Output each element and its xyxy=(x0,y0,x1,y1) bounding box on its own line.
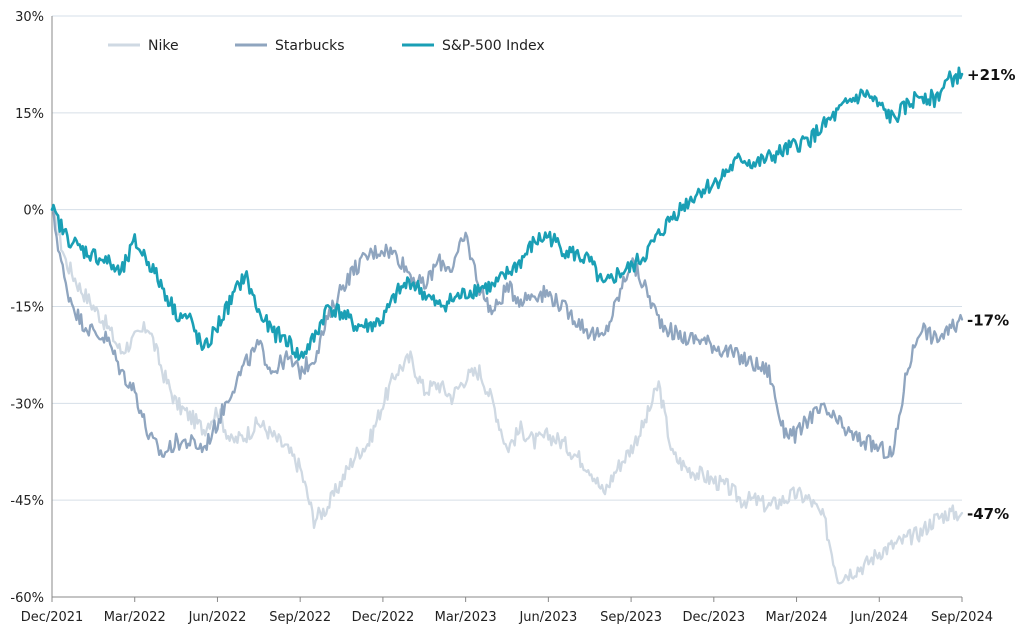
legend-label: S&P-500 Index xyxy=(442,38,545,54)
legend: Nike Starbucks S&P-500 Index xyxy=(108,38,545,54)
grid-lines xyxy=(52,15,962,598)
series-line-s-p-500-index xyxy=(50,66,964,361)
x-tick-label: Dec/2023 xyxy=(683,610,746,625)
x-tick-label: Mar/2024 xyxy=(766,610,828,625)
y-tick-label: -30% xyxy=(10,397,44,412)
y-tick-label: 15% xyxy=(15,107,44,122)
y-tick-label: 30% xyxy=(15,10,44,25)
series-lines xyxy=(50,66,964,585)
x-tick-label: Dec/2022 xyxy=(352,610,415,625)
x-tick-label: Sep/2023 xyxy=(600,610,662,625)
x-tick-label: Jun/2024 xyxy=(849,610,908,625)
x-tick-label: Mar/2023 xyxy=(435,610,497,625)
x-tick-label: Sep/2022 xyxy=(269,610,331,625)
x-tick-label: Dec/2021 xyxy=(21,610,84,625)
y-tick-label: -60% xyxy=(10,591,44,606)
x-tick-label: Mar/2022 xyxy=(104,610,166,625)
x-tick-label: Sep/2024 xyxy=(931,610,993,625)
legend-label: Starbucks xyxy=(275,38,345,54)
x-tick-label: Jun/2022 xyxy=(188,610,247,625)
y-tick-label: -15% xyxy=(10,301,44,316)
end-labels: -47% -17% +21% xyxy=(967,66,1015,523)
end-label-s-p-500-index: +21% xyxy=(967,66,1015,84)
series-line-starbucks xyxy=(50,208,964,459)
x-tick-label: Jun/2023 xyxy=(518,610,577,625)
series-line-nike xyxy=(50,207,964,585)
axes: 30% 15% 0% -15% -30% -45% -60% Dec/2021 Mar/2022… xyxy=(10,10,993,625)
legend-label: Nike xyxy=(148,38,179,54)
y-tick-label: -45% xyxy=(10,494,44,509)
y-tick-label: 0% xyxy=(23,204,44,219)
end-label-starbucks: -17% xyxy=(967,311,1009,329)
end-label-nike: -47% xyxy=(967,505,1009,523)
